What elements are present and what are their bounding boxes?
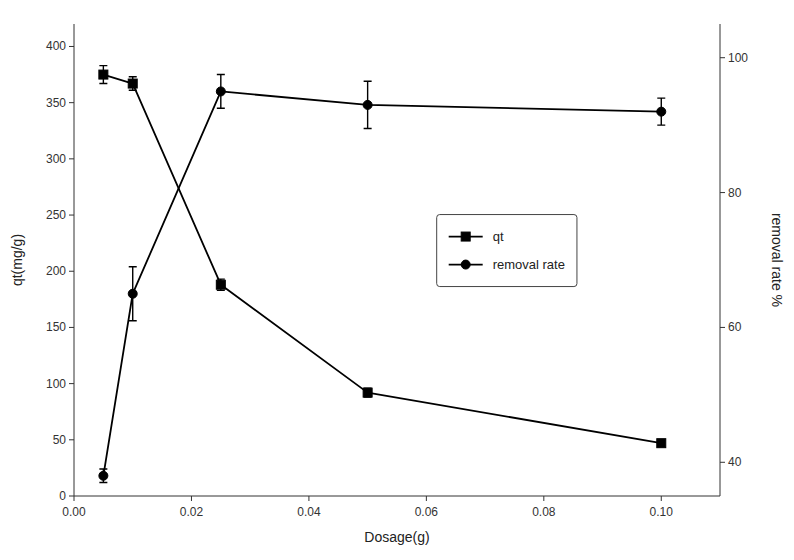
y-tick-label: 0 bbox=[59, 489, 66, 503]
data-point bbox=[363, 100, 372, 109]
y-tick-label: 250 bbox=[46, 208, 66, 222]
error-bar bbox=[217, 279, 225, 290]
error-bar bbox=[129, 267, 137, 321]
y-tick-label: 350 bbox=[46, 96, 66, 110]
y-tick-label: 50 bbox=[53, 433, 67, 447]
x-tick-label: 0.08 bbox=[532, 505, 556, 519]
x-tick-label: 0.06 bbox=[415, 505, 439, 519]
error-bar bbox=[129, 77, 137, 90]
error-bar bbox=[364, 81, 372, 128]
y-tick bbox=[69, 271, 74, 272]
chart: 0.00 0.02 0.04 0.06 0.08 0.10 0 50 100 150 200 250 3… bbox=[0, 0, 794, 560]
axes: 0.00 0.02 0.04 0.06 0.08 0.10 0 50 100 150 200 250 3… bbox=[46, 24, 748, 519]
y-tick bbox=[69, 439, 74, 440]
x-tick bbox=[191, 496, 192, 501]
y-tick bbox=[69, 215, 74, 216]
error-bar bbox=[217, 75, 225, 109]
x-tick-label: 0.10 bbox=[650, 505, 674, 519]
y-tick-label: 100 bbox=[46, 377, 66, 391]
series bbox=[99, 75, 666, 483]
y-tick-label: 400 bbox=[46, 39, 66, 53]
y2-tick-label: 80 bbox=[728, 186, 742, 200]
x-tick bbox=[661, 496, 662, 501]
legend-marker bbox=[461, 232, 470, 241]
y2-axis-line bbox=[720, 24, 721, 496]
legend-label: qt bbox=[493, 229, 504, 244]
plot-area bbox=[99, 66, 666, 483]
y2-tick-label: 100 bbox=[728, 51, 748, 65]
x-tick bbox=[74, 496, 75, 501]
legend-box bbox=[437, 215, 577, 287]
data-point bbox=[128, 79, 137, 88]
y-axis-label: qt(mg/g) bbox=[9, 234, 25, 286]
legend-label: removal rate bbox=[493, 257, 565, 272]
data-point bbox=[99, 70, 108, 79]
y-tick bbox=[69, 327, 74, 328]
x-tick-label: 0.02 bbox=[180, 505, 204, 519]
error-bar bbox=[657, 98, 665, 125]
legend-marker bbox=[461, 260, 470, 269]
y2-tick bbox=[720, 57, 725, 58]
y2-tick bbox=[720, 192, 725, 193]
data-point bbox=[99, 471, 108, 480]
legend: qt removal rate bbox=[437, 215, 577, 287]
series bbox=[99, 66, 666, 448]
y-tick bbox=[69, 496, 74, 497]
y-tick-label: 200 bbox=[46, 264, 66, 278]
x-tick-label: 0.04 bbox=[297, 505, 321, 519]
y2-tick-label: 60 bbox=[728, 320, 742, 334]
data-point bbox=[657, 107, 666, 116]
error-bar bbox=[364, 388, 372, 397]
series-line bbox=[103, 91, 661, 475]
y-tick-label: 150 bbox=[46, 320, 66, 334]
error-bar bbox=[99, 66, 107, 84]
y-axis-line bbox=[74, 24, 75, 496]
x-axis-line bbox=[74, 496, 720, 497]
data-point bbox=[363, 388, 372, 397]
y2-tick bbox=[720, 462, 725, 463]
data-point bbox=[216, 280, 225, 289]
legend-item: removal rate bbox=[449, 257, 565, 272]
data-point bbox=[657, 439, 666, 448]
data-point bbox=[128, 289, 137, 298]
series-line bbox=[103, 75, 661, 444]
y-tick bbox=[69, 383, 74, 384]
y2-tick bbox=[720, 327, 725, 328]
y-tick bbox=[69, 102, 74, 103]
legend-item: qt bbox=[449, 229, 504, 244]
y2-axis-label: removal rate % bbox=[769, 213, 785, 307]
y-tick bbox=[69, 46, 74, 47]
error-bar bbox=[99, 469, 107, 482]
data-point bbox=[216, 87, 225, 96]
x-tick bbox=[426, 496, 427, 501]
y-tick bbox=[69, 158, 74, 159]
x-tick-label: 0.00 bbox=[62, 505, 86, 519]
x-tick bbox=[543, 496, 544, 501]
x-tick bbox=[308, 496, 309, 501]
x-axis-label: Dosage(g) bbox=[364, 529, 429, 545]
y2-tick-label: 40 bbox=[728, 455, 742, 469]
y-tick-label: 300 bbox=[46, 152, 66, 166]
